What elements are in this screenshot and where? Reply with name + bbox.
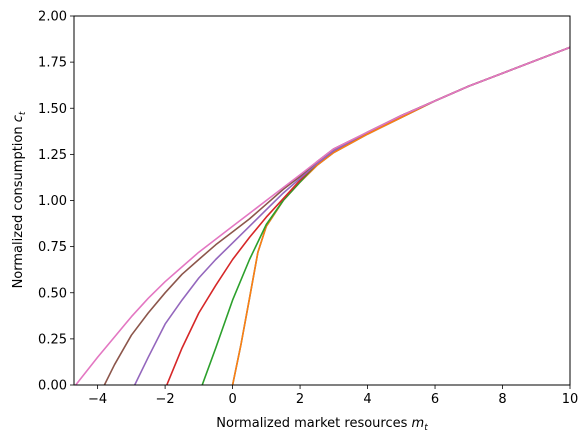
y-tick-label: 1.75 bbox=[38, 56, 67, 71]
y-tick-label: 0.50 bbox=[38, 286, 67, 301]
y-axis-ticks: 0.00 0.25 0.50 0.75 1.00 1.25 1.50 1.75 2.00 bbox=[38, 10, 74, 394]
x-tick-label: 10 bbox=[562, 392, 579, 407]
x-axis-ticks: −4 −2 0 2 4 6 8 10 bbox=[88, 385, 578, 407]
y-axis-label-text: Normalized consumption bbox=[11, 126, 26, 288]
y-tick-label: 1.25 bbox=[38, 148, 67, 163]
y-tick-label: 0.00 bbox=[38, 379, 67, 394]
x-tick-label: 8 bbox=[498, 392, 506, 407]
y-tick-label: 1.50 bbox=[38, 102, 67, 117]
plot-lines bbox=[75, 46, 571, 386]
x-tick-label: 0 bbox=[228, 392, 236, 407]
x-axis-label-symbol: m bbox=[412, 416, 425, 431]
series-line-7 bbox=[75, 46, 571, 386]
y-axis-label-symbol: c bbox=[11, 115, 26, 122]
y-tick-label: 1.00 bbox=[38, 194, 67, 209]
y-tick-label: 2.00 bbox=[38, 10, 67, 25]
x-tick-label: −2 bbox=[156, 392, 175, 407]
x-axis-label: Normalized market resources mt bbox=[216, 416, 428, 433]
x-tick-label: 6 bbox=[431, 392, 439, 407]
x-axis-label-text: Normalized market resources bbox=[216, 416, 407, 431]
y-axis-label-subscript: t bbox=[18, 111, 28, 115]
y-axis-label: Normalized consumption ct bbox=[11, 111, 28, 288]
y-tick-label: 0.25 bbox=[38, 332, 67, 347]
x-axis-label-subscript: t bbox=[424, 423, 428, 433]
x-tick-label: −4 bbox=[88, 392, 107, 407]
y-tick-label: 0.75 bbox=[38, 240, 67, 255]
x-tick-label: 4 bbox=[363, 392, 371, 407]
x-tick-label: 2 bbox=[296, 392, 304, 407]
